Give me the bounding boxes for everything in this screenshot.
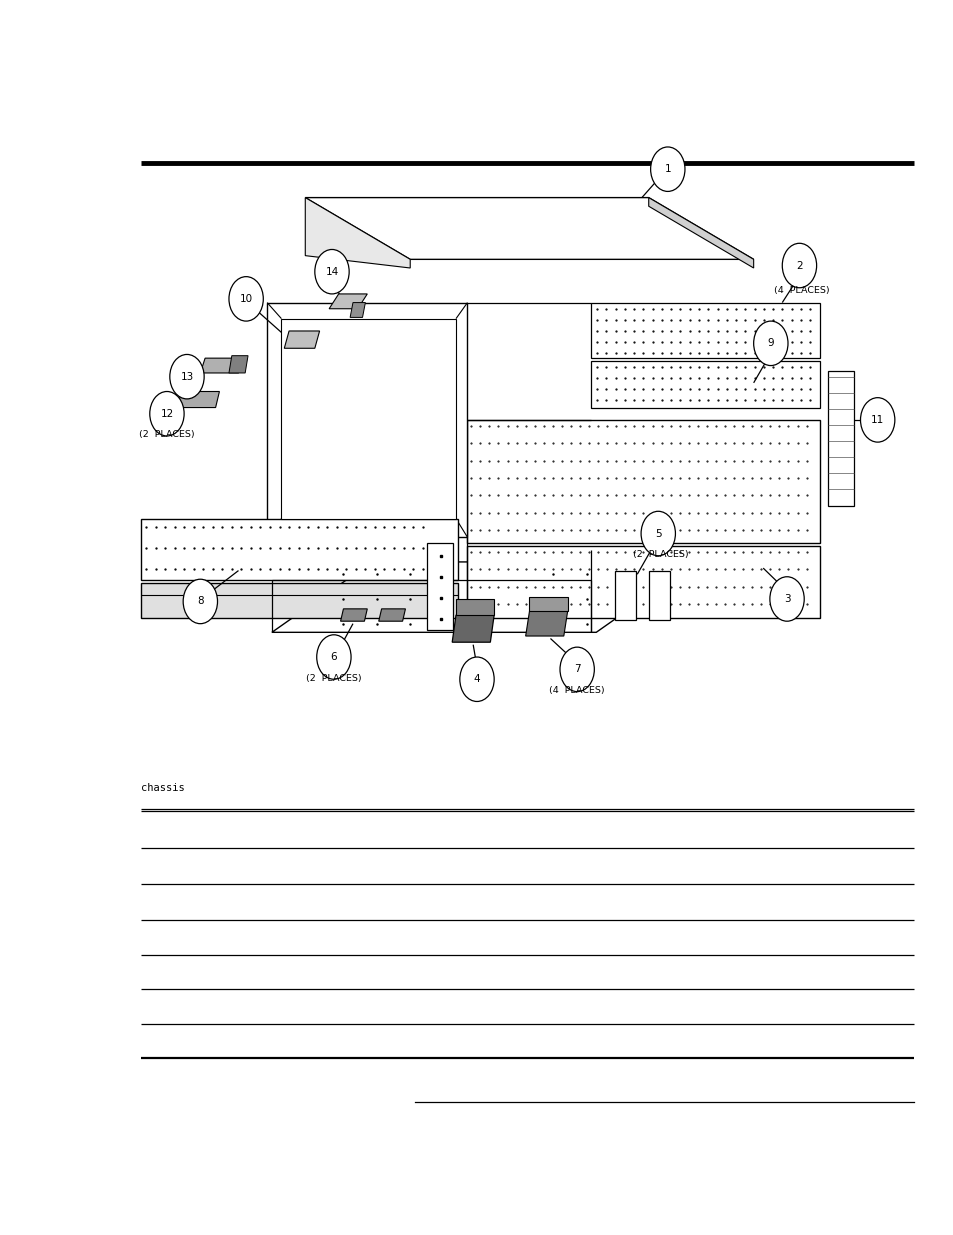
Polygon shape	[591, 361, 820, 408]
Text: 5: 5	[655, 529, 660, 538]
Polygon shape	[827, 370, 853, 506]
Polygon shape	[378, 609, 405, 621]
Polygon shape	[529, 597, 567, 611]
Circle shape	[769, 577, 803, 621]
Text: 14: 14	[325, 267, 338, 277]
Circle shape	[860, 398, 894, 442]
Circle shape	[459, 657, 494, 701]
Polygon shape	[591, 303, 820, 358]
Text: 13: 13	[180, 372, 193, 382]
Text: 6: 6	[331, 652, 336, 662]
Circle shape	[170, 354, 204, 399]
Polygon shape	[648, 571, 669, 620]
Circle shape	[316, 635, 351, 679]
Circle shape	[650, 147, 684, 191]
Polygon shape	[305, 198, 410, 268]
Polygon shape	[615, 571, 636, 620]
Circle shape	[781, 243, 816, 288]
Text: chassis: chassis	[141, 783, 185, 793]
Text: 2: 2	[796, 261, 801, 270]
Polygon shape	[456, 599, 494, 615]
Polygon shape	[177, 391, 219, 408]
Circle shape	[314, 249, 349, 294]
Text: 12: 12	[160, 409, 173, 419]
Text: 8: 8	[197, 597, 203, 606]
Polygon shape	[272, 562, 696, 632]
Polygon shape	[648, 198, 753, 268]
Circle shape	[183, 579, 217, 624]
Text: (4  PLACES): (4 PLACES)	[773, 285, 828, 295]
Polygon shape	[427, 543, 453, 630]
Text: 10: 10	[239, 294, 253, 304]
Polygon shape	[141, 519, 457, 580]
Polygon shape	[229, 356, 248, 373]
Text: 3: 3	[783, 594, 789, 604]
Polygon shape	[340, 609, 367, 621]
Circle shape	[559, 647, 594, 692]
Text: (2  PLACES): (2 PLACES)	[633, 550, 688, 559]
Polygon shape	[200, 358, 243, 373]
Text: 7: 7	[574, 664, 579, 674]
Polygon shape	[281, 319, 456, 519]
Circle shape	[640, 511, 675, 556]
Polygon shape	[329, 294, 367, 309]
Polygon shape	[350, 303, 365, 317]
Polygon shape	[267, 303, 467, 537]
Polygon shape	[141, 583, 457, 618]
Text: 9: 9	[767, 338, 773, 348]
Circle shape	[229, 277, 263, 321]
Polygon shape	[452, 615, 494, 642]
Text: 11: 11	[870, 415, 883, 425]
Circle shape	[753, 321, 787, 366]
Polygon shape	[305, 198, 753, 259]
Text: (2  PLACES): (2 PLACES)	[139, 430, 194, 440]
Text: 4: 4	[474, 674, 479, 684]
Text: (4  PLACES): (4 PLACES)	[549, 685, 604, 695]
Polygon shape	[467, 420, 820, 543]
Polygon shape	[467, 546, 820, 618]
Text: (2  PLACES): (2 PLACES)	[306, 673, 361, 683]
Circle shape	[150, 391, 184, 436]
Polygon shape	[284, 331, 319, 348]
Polygon shape	[525, 611, 567, 636]
Text: 1: 1	[664, 164, 670, 174]
